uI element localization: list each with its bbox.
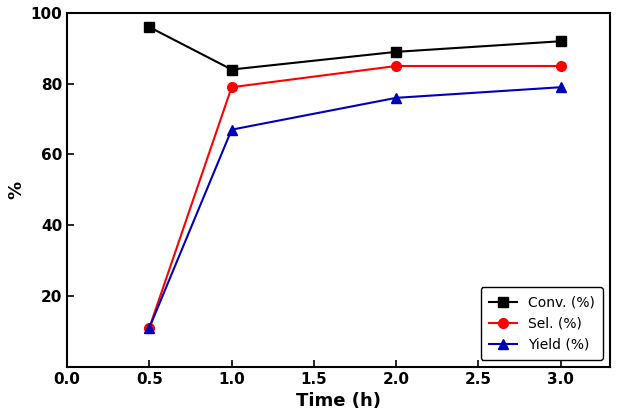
Yield (%) [557, 85, 565, 90]
Yield (%) [392, 95, 400, 100]
Conv. (%) [146, 25, 153, 30]
Y-axis label: %: % [7, 181, 25, 199]
Yield (%) [228, 127, 235, 132]
Sel. (%) [557, 63, 565, 68]
Conv. (%) [228, 67, 235, 72]
X-axis label: Time (h): Time (h) [296, 392, 381, 410]
Yield (%) [146, 325, 153, 330]
Conv. (%) [557, 39, 565, 44]
Sel. (%) [146, 325, 153, 330]
Line: Sel. (%): Sel. (%) [144, 61, 566, 333]
Sel. (%) [228, 85, 235, 90]
Conv. (%) [392, 49, 400, 54]
Line: Conv. (%): Conv. (%) [144, 22, 566, 74]
Line: Yield (%): Yield (%) [144, 83, 566, 333]
Sel. (%) [392, 63, 400, 68]
Legend: Conv. (%), Sel. (%), Yield (%): Conv. (%), Sel. (%), Yield (%) [481, 287, 603, 360]
